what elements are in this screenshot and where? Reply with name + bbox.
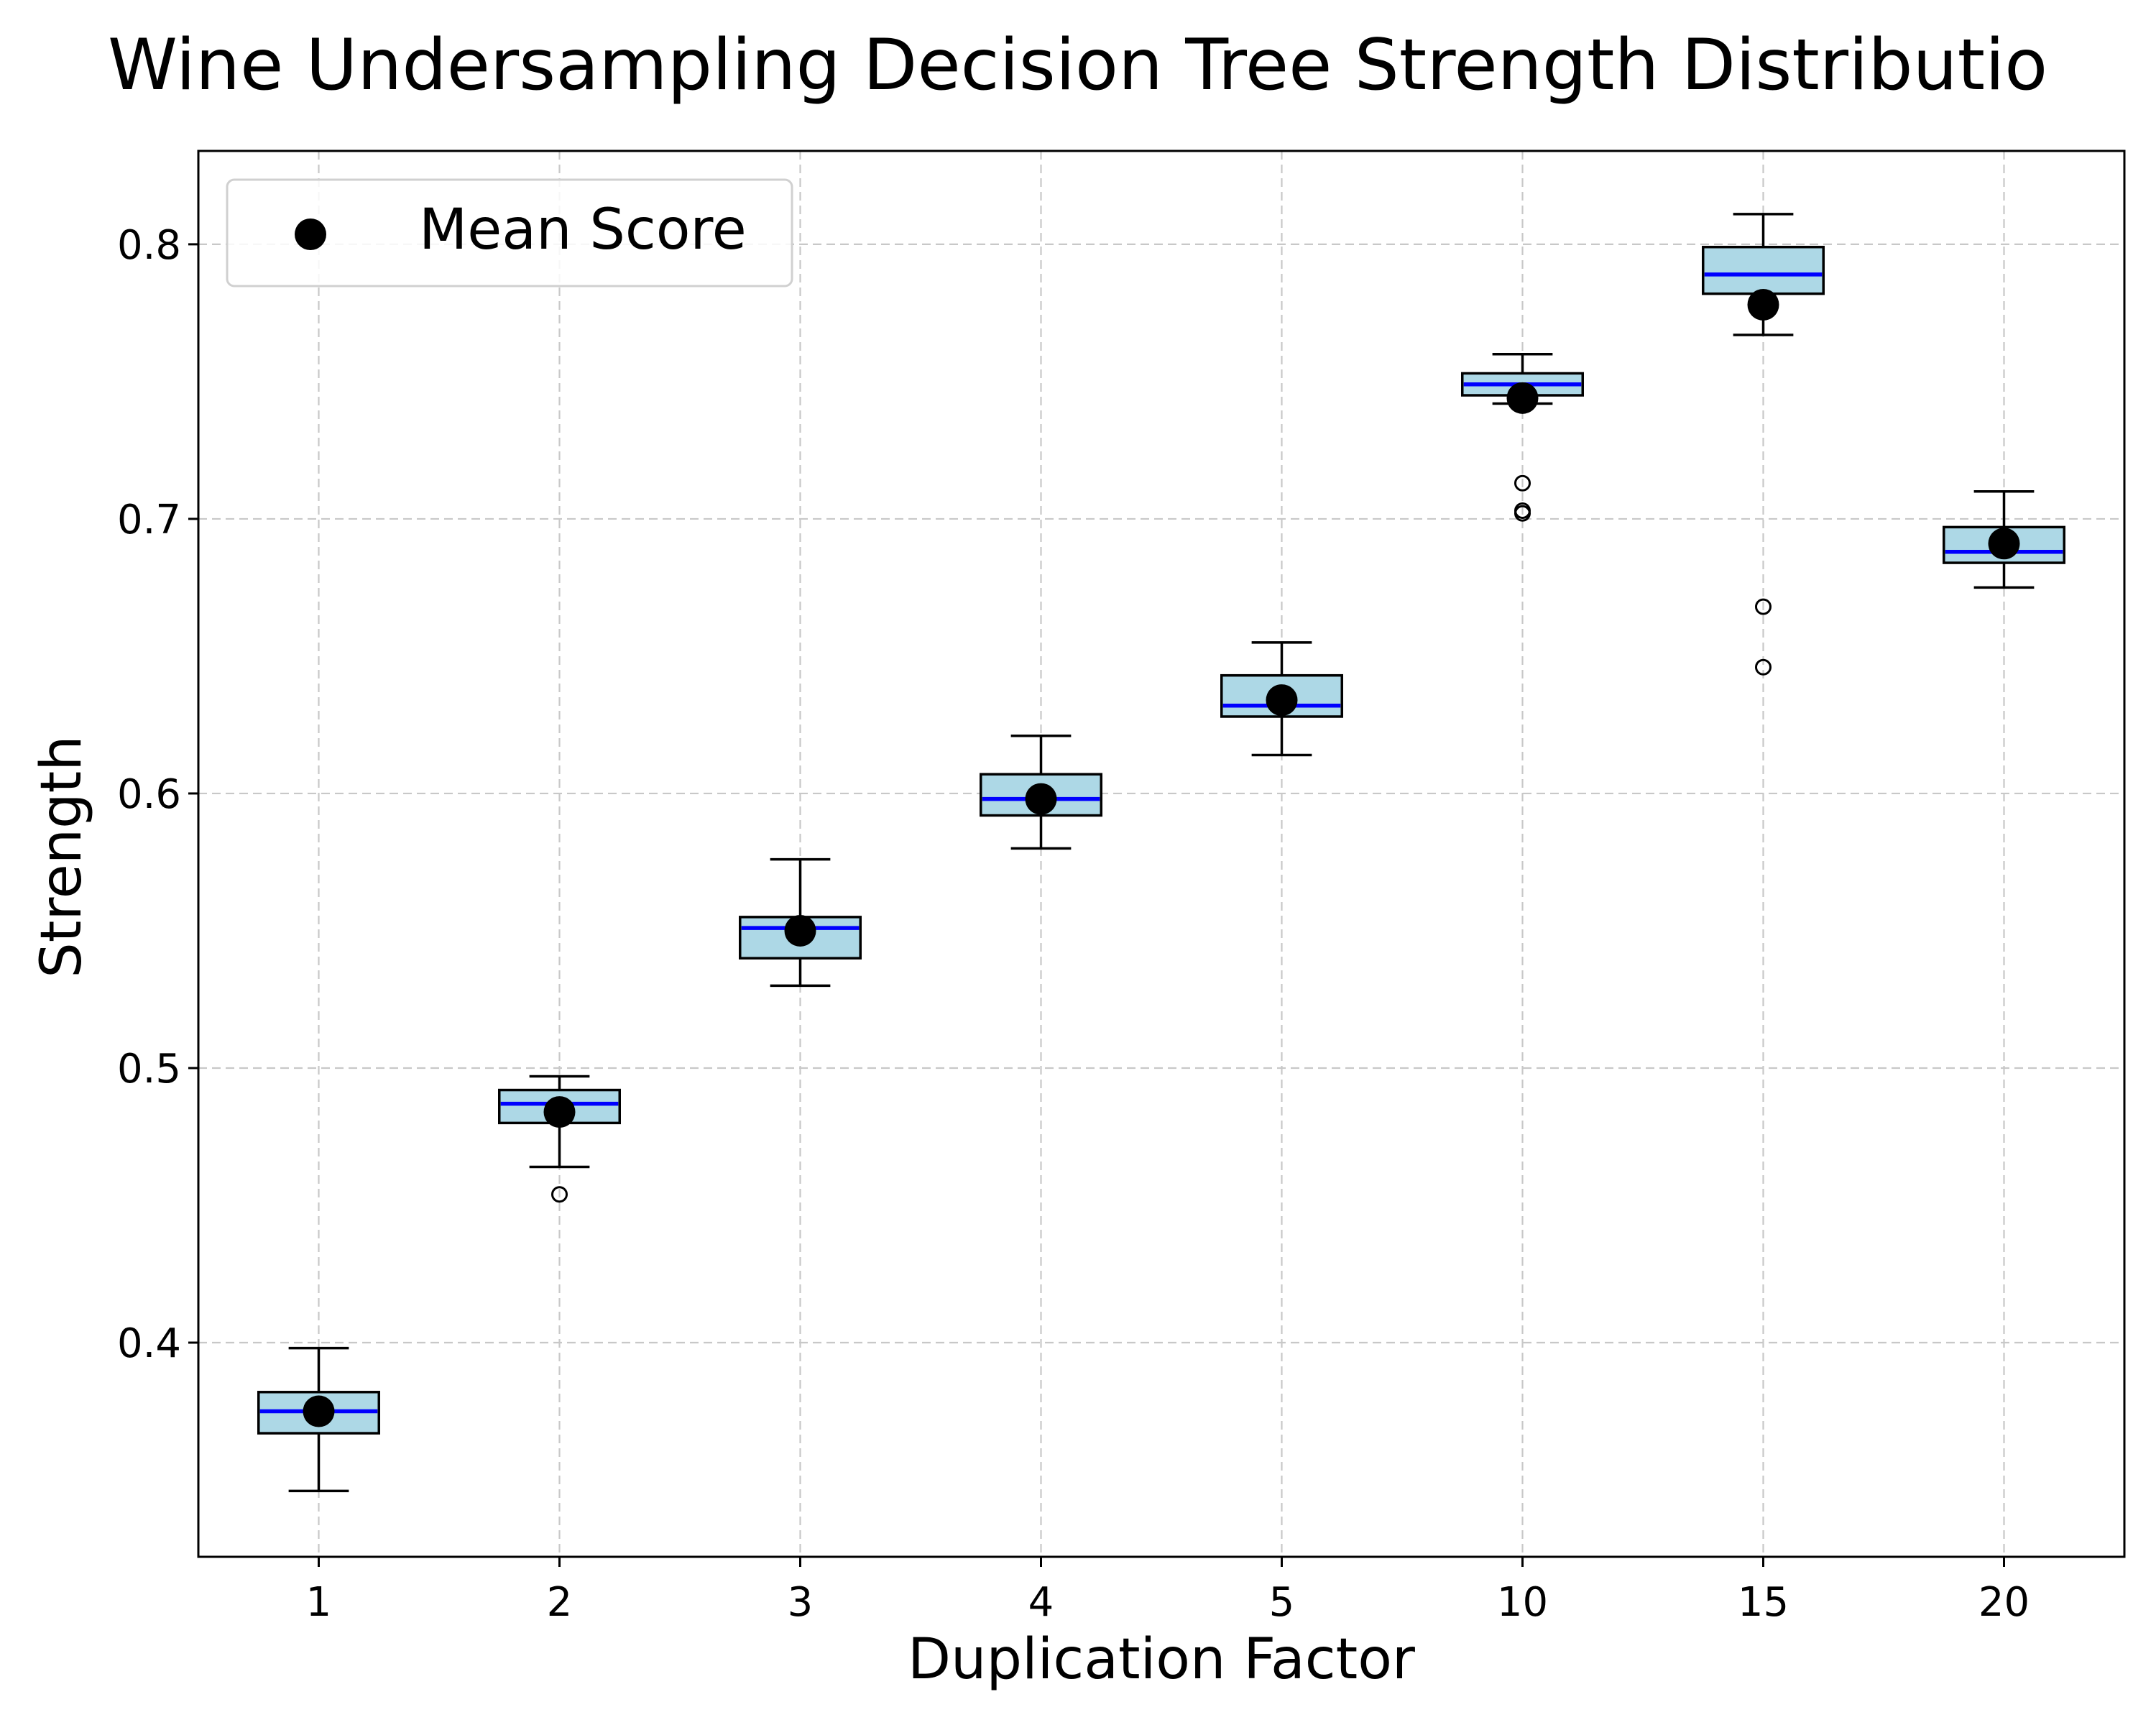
box-group (498, 1075, 621, 1203)
x-tick-label: 1 (306, 1579, 332, 1626)
mean-marker (303, 1395, 335, 1427)
box-group (257, 1346, 380, 1493)
mean-marker (543, 1096, 576, 1128)
box-group (980, 734, 1102, 850)
y-tick-label: 0.6 (117, 771, 181, 818)
mean-marker (1025, 783, 1057, 815)
x-tick-label: 3 (788, 1579, 814, 1626)
grid-layer (198, 151, 2124, 1557)
box-group (1220, 641, 1343, 757)
mean-marker (1988, 528, 2020, 560)
x-tick-label: 4 (1028, 1579, 1054, 1626)
mean-marker (1266, 684, 1298, 717)
legend-label-mean-score: Mean Score (419, 198, 747, 262)
legend-mean-marker (295, 218, 326, 250)
box-group (1461, 352, 1584, 522)
iqr-box (1702, 245, 1825, 295)
x-tick-label: 10 (1497, 1579, 1548, 1626)
mean-marker (1747, 288, 1779, 321)
outlier-point (1755, 598, 1772, 615)
mean-marker (1506, 382, 1539, 414)
box-group (1702, 213, 1825, 676)
legend: Mean Score (226, 178, 793, 288)
y-tick-label: 0.4 (117, 1320, 181, 1367)
tick-layer: 0.4 0.5 0.6 0.7 0.8 1 2 3 4 5 10 15 20 (117, 222, 2030, 1626)
outlier-point (551, 1186, 568, 1203)
y-tick-label: 0.5 (117, 1046, 181, 1092)
y-tick-label: 0.7 (117, 497, 181, 543)
box-layer (257, 213, 2065, 1493)
x-tick-label: 20 (1978, 1579, 2030, 1626)
x-tick-label: 2 (547, 1579, 573, 1626)
mean-marker (784, 914, 816, 947)
legend-frame (226, 178, 793, 288)
x-axis-label: Duplication Factor (908, 1627, 1416, 1692)
box-group (739, 857, 862, 988)
chart-title: Wine Undersampling Decision Tree Strengt… (108, 24, 2047, 106)
outlier-point (1514, 474, 1531, 492)
y-tick-label: 0.8 (117, 222, 181, 269)
box-group (1943, 489, 2065, 589)
plot-frame (197, 150, 2126, 1558)
x-tick-label: 15 (1738, 1579, 1789, 1626)
x-tick-label: 5 (1269, 1579, 1295, 1626)
y-axis-label: Strength (29, 735, 94, 978)
outlier-point (1755, 658, 1772, 676)
outlier-point (1514, 505, 1531, 522)
